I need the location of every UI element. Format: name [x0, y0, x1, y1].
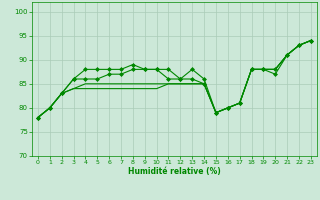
X-axis label: Humidité relative (%): Humidité relative (%) [128, 167, 221, 176]
